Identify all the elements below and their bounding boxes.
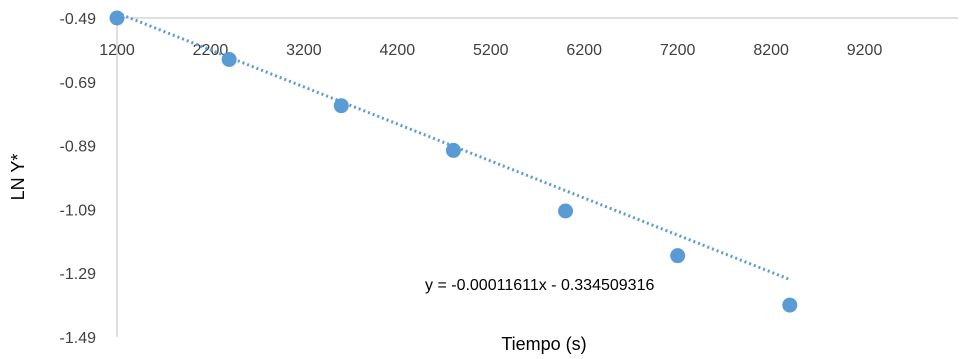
y-tick-label: -1.49 (60, 330, 97, 347)
x-tick-label: 5200 (473, 42, 509, 59)
data-point (221, 51, 237, 67)
data-point (333, 98, 349, 114)
x-tick-label: 8200 (753, 42, 789, 59)
y-tick-labels: -0.49 -0.69 -0.89 -1.09 -1.29 -1.49 (60, 11, 97, 347)
data-point (670, 248, 686, 264)
y-tick-label: -0.69 (60, 75, 97, 92)
data-point (445, 142, 461, 158)
x-axis-title: Tiempo (s) (501, 334, 586, 354)
axes (116, 17, 958, 337)
y-tick-label: -1.29 (60, 266, 97, 283)
x-tick-label: 1200 (99, 42, 135, 59)
y-axis-title: LN Y* (8, 154, 28, 201)
x-tick-label: 6200 (566, 42, 602, 59)
x-tick-labels: 120022003200420052006200720082009200 (99, 42, 882, 59)
x-tick-label: 7200 (660, 42, 696, 59)
y-tick-label: -0.49 (60, 11, 97, 28)
y-tick-label: -1.09 (60, 202, 97, 219)
data-points (109, 10, 798, 313)
y-tick-label: -0.89 (60, 139, 97, 156)
data-point (782, 297, 798, 313)
data-point (109, 10, 125, 26)
trendline-equation: y = -0.00011611x - 0.334509316 (425, 277, 654, 294)
x-tick-label: 3200 (286, 42, 322, 59)
x-tick-label: 9200 (847, 42, 883, 59)
x-tick-label: 4200 (380, 42, 416, 59)
data-point (558, 203, 574, 219)
